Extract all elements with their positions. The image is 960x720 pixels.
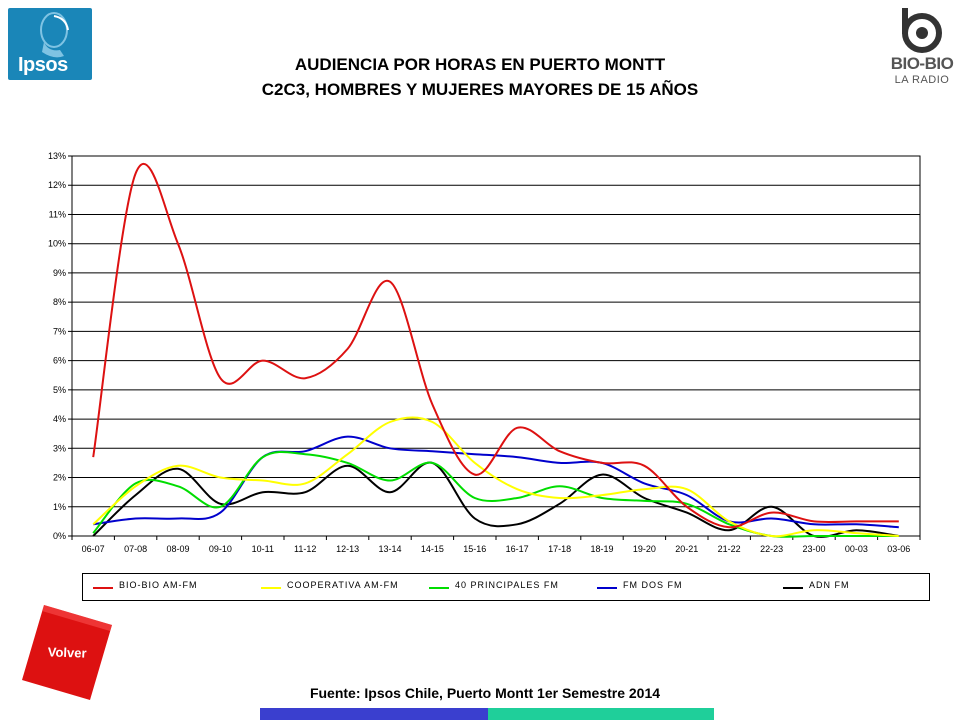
x-tick-label: 19-20: [633, 544, 656, 554]
x-tick-label: 07-08: [124, 544, 147, 554]
x-tick-label: 16-17: [506, 544, 529, 554]
y-tick-label: 9%: [53, 268, 66, 278]
x-tick-label: 17-18: [548, 544, 571, 554]
x-axis-ticks: 06-07 07-08 08-09 09-10 10-11 11-12 12-13 13-14…: [71, 536, 921, 554]
x-tick-label: 20-21: [675, 544, 698, 554]
y-tick-label: 10%: [48, 239, 66, 249]
y-axis-ticks: 0% 1% 2% 3% 4% 5% 6% 7% 8% 9% 10% 11% 12% 13%: [48, 151, 72, 541]
x-tick-label: 06-07: [82, 544, 105, 554]
y-tick-label: 7%: [53, 326, 66, 336]
x-tick-label: 14-15: [421, 544, 444, 554]
legend-label: 40 PRINCIPALES FM: [455, 580, 559, 590]
series-line-cooperativa-am-fm: [92, 416, 899, 538]
x-tick-label: 09-10: [209, 544, 232, 554]
x-tick-label: 13-14: [378, 544, 401, 554]
y-tick-label: 13%: [48, 151, 66, 161]
volver-button-label[interactable]: Volver: [48, 644, 87, 660]
x-tick-label: 11-12: [294, 544, 316, 554]
footer-bar-blue: [260, 708, 488, 720]
biobio-logo: BIO-BIO LA RADIO: [888, 6, 956, 102]
y-tick-label: 2%: [53, 473, 66, 483]
y-tick-label: 11%: [49, 209, 66, 219]
chart-title-line2: C2C3, HOMBRES Y MUJERES MAYORES DE 15 AÑ…: [261, 80, 699, 99]
y-tick-label: 4%: [53, 414, 66, 424]
series-line-bio-bio-am-fm: [92, 163, 899, 529]
line-chart: 0% 1% 2% 3% 4% 5% 6% 7% 8% 9% 10% 11% 12% 13% 06-07 07…: [48, 151, 921, 554]
source-note: Fuente: Ipsos Chile, Puerto Montt 1er Se…: [309, 685, 661, 701]
y-tick-label: 3%: [53, 443, 66, 453]
biobio-radio-icon: [902, 8, 942, 53]
x-tick-label: 23-00: [802, 544, 825, 554]
legend-label: FM DOS FM: [623, 580, 683, 590]
x-tick-label: 18-19: [590, 544, 613, 554]
x-tick-label: 10-11: [252, 544, 274, 554]
legend-label: ADN FM: [809, 580, 850, 590]
y-tick-label: 1%: [53, 502, 66, 512]
volver-button[interactable]: Volver: [22, 605, 112, 700]
x-tick-label: 21-22: [718, 544, 741, 554]
chart-title-line1: AUDIENCIA POR HORAS EN PUERTO MONTT: [294, 55, 666, 74]
footer-bar-green: [488, 708, 714, 720]
legend-swatch: [93, 587, 113, 589]
legend-label: COOPERATIVA AM-FM: [287, 580, 399, 590]
x-tick-label: 00-03: [845, 544, 868, 554]
legend-label: BIO-BIO AM-FM: [119, 580, 198, 590]
ipsos-logo: Ipsos: [8, 8, 92, 80]
legend-swatch: [783, 587, 803, 589]
x-tick-label: 22-23: [760, 544, 783, 554]
y-tick-label: 6%: [53, 356, 66, 366]
biobio-logo-subtext: LA RADIO: [894, 74, 950, 86]
series-line-fm-dos-fm: [93, 435, 899, 529]
x-tick-label: 08-09: [166, 544, 189, 554]
ipsos-logo-text: Ipsos: [18, 54, 68, 76]
plot-area: [71, 155, 921, 537]
ipsos-head-icon: [40, 12, 69, 58]
y-tick-label: 12%: [48, 180, 66, 190]
y-tick-label: 5%: [53, 385, 66, 395]
x-tick-label: 12-13: [336, 544, 359, 554]
grid-lines: [71, 155, 921, 537]
series-lines: [92, 163, 899, 538]
y-tick-label: 0%: [53, 531, 66, 541]
biobio-logo-text: BIO-BIO: [890, 54, 954, 73]
chart-legend: BIO-BIO AM-FM COOPERATIVA AM-FM 40 PRINCIP…: [82, 573, 930, 601]
x-tick-label: 03-06: [887, 544, 910, 554]
legend-swatch: [597, 587, 617, 589]
legend-swatch: [261, 587, 281, 589]
x-tick-label: 15-16: [463, 544, 486, 554]
y-tick-label: 8%: [53, 297, 66, 307]
legend-swatch: [429, 587, 449, 589]
